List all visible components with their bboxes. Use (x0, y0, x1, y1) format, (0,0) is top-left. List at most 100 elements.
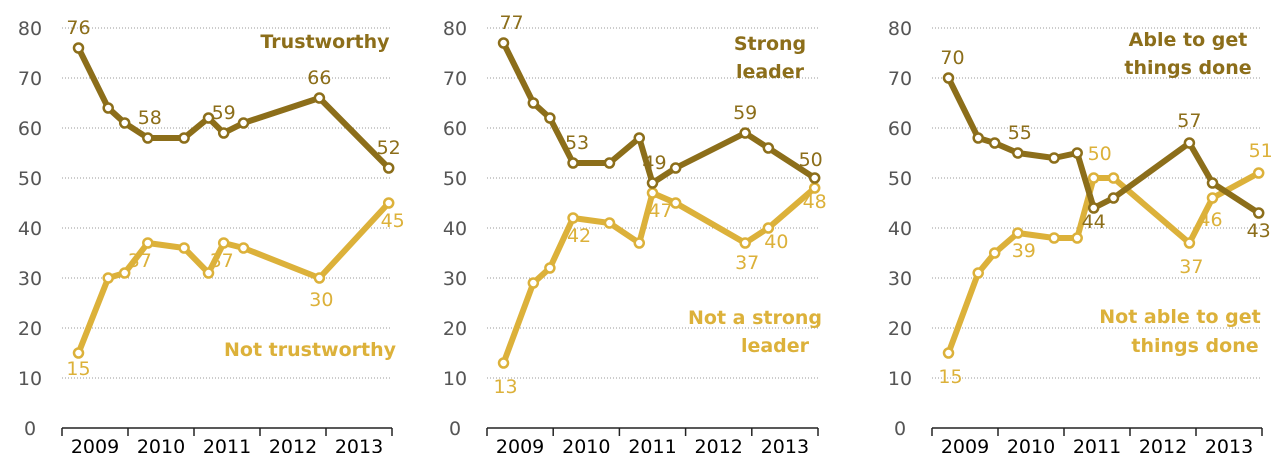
data-label: 37 (128, 250, 152, 272)
series-name-label: leader (741, 335, 810, 357)
data-point (202, 112, 215, 124)
line-chart-1: 0 10 20 30 40 50 60 70 80 2009 2010 2011 2012 2013 76 5… (18, 17, 405, 453)
data-point (972, 267, 984, 279)
data-point (178, 132, 190, 144)
data-point (313, 272, 326, 284)
y-tick-label: 20 (18, 318, 42, 340)
data-point (217, 127, 230, 139)
series-line-dark (75, 45, 392, 171)
data-point (544, 262, 556, 274)
data-point (739, 237, 751, 249)
y-tick-label: 30 (888, 268, 912, 290)
data-point (1048, 152, 1060, 164)
data-point (739, 127, 751, 139)
x-tick-label: 2013 (335, 436, 383, 453)
y-tick-label: 50 (443, 168, 467, 190)
y-tick-label: 10 (443, 368, 467, 390)
data-point (72, 347, 85, 359)
data-label: 59 (733, 102, 757, 124)
y-tick-label: 30 (443, 268, 467, 290)
data-point (1252, 207, 1265, 219)
y-tick-label: 60 (18, 118, 42, 140)
data-point (1206, 177, 1219, 189)
data-point (237, 117, 250, 129)
y-tick-label: 50 (888, 168, 912, 190)
y-tick-label: 60 (888, 118, 912, 140)
data-label: 30 (309, 289, 333, 311)
line-chart-3: 0 10 20 30 40 50 60 70 80 2009 2010 2011 2012 2013 70 5… (888, 18, 1273, 453)
y-tick-label: 10 (18, 368, 42, 390)
data-point (102, 102, 114, 114)
data-point (178, 242, 190, 254)
data-point (988, 137, 1001, 149)
data-label: 52 (377, 137, 401, 159)
data-label: 50 (799, 149, 823, 171)
data-point (142, 132, 154, 144)
data-point (1183, 237, 1196, 249)
data-point (527, 277, 540, 289)
data-label: 42 (567, 225, 591, 247)
data-point (1206, 192, 1219, 204)
data-label: 70 (940, 47, 964, 69)
data-point (497, 37, 510, 49)
x-tick-label: 2010 (562, 436, 610, 453)
data-point (118, 267, 131, 279)
data-point (669, 162, 682, 174)
y-tick-label: 70 (18, 68, 42, 90)
data-label: 39 (1012, 240, 1036, 262)
data-point (1107, 172, 1120, 184)
data-label: 47 (648, 200, 672, 222)
data-point (988, 247, 1001, 259)
data-label: 15 (66, 358, 90, 380)
data-point (1012, 147, 1024, 159)
y-tick-label: 80 (443, 18, 467, 40)
data-point (142, 237, 154, 249)
y-tick-label: 30 (18, 268, 42, 290)
data-point (633, 237, 646, 249)
data-point (1107, 192, 1120, 204)
x-tick-label: 2013 (761, 436, 809, 453)
y-tick-label: 0 (449, 418, 461, 440)
x-tick-label: 2011 (628, 436, 676, 453)
data-point (313, 92, 326, 104)
data-point (603, 217, 616, 229)
x-tick-label: 2012 (1139, 436, 1187, 453)
data-label: 50 (1088, 143, 1112, 165)
data-label: 55 (1008, 122, 1032, 144)
line-chart-2: 0 10 20 30 40 50 60 70 80 2009 2010 2011 2012 2013 77 5… (443, 12, 827, 453)
y-tick-label: 80 (18, 18, 42, 40)
series-name-label: leader (736, 61, 805, 83)
data-label: 15 (938, 366, 962, 388)
data-point (762, 222, 775, 234)
series-name-label: Not able to get (1099, 306, 1260, 328)
data-label: 58 (138, 107, 162, 129)
data-point (1012, 227, 1024, 239)
data-point (1048, 232, 1060, 244)
y-tick-label: 70 (888, 68, 912, 90)
x-tick-label: 2010 (137, 436, 185, 453)
y-tick-label: 20 (888, 318, 912, 340)
x-tick-label: 2012 (269, 436, 317, 453)
x-tick-label: 2011 (203, 436, 251, 453)
data-point (382, 197, 395, 209)
y-tick-label: 10 (888, 368, 912, 390)
data-point (1183, 137, 1196, 149)
data-label: 49 (642, 152, 666, 174)
y-tick-label: 40 (18, 218, 42, 240)
data-label: 44 (1082, 211, 1106, 233)
y-tick-label: 20 (443, 318, 467, 340)
data-point (544, 112, 556, 124)
data-point (669, 197, 682, 209)
data-point (646, 177, 659, 189)
x-tick-label: 2011 (1073, 436, 1121, 453)
x-tick-label: 2009 (496, 436, 544, 453)
data-point (646, 187, 659, 199)
data-point (808, 172, 821, 184)
y-tick-label: 60 (443, 118, 467, 140)
y-tick-label: 0 (894, 418, 906, 440)
data-label: 45 (381, 210, 405, 232)
data-point (102, 272, 114, 284)
y-tick-label: 40 (443, 218, 467, 240)
data-point (603, 157, 616, 169)
